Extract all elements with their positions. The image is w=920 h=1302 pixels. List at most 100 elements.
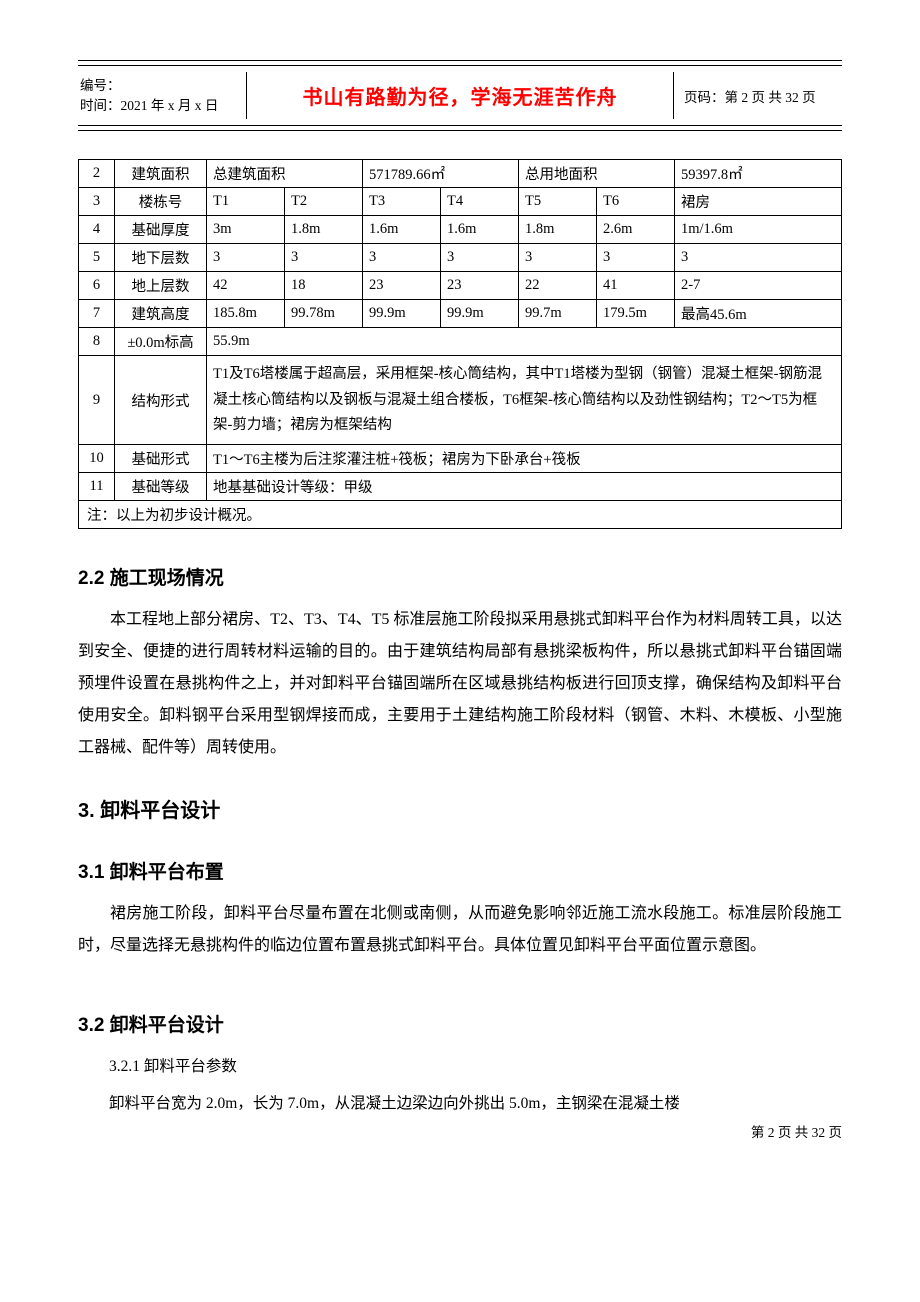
row-index: 4 <box>79 216 115 244</box>
header-motto: 书山有路勤为径，学海无涯苦作舟 <box>303 81 618 110</box>
row-value: T1及T6塔楼属于超高层，采用框架-核心筒结构，其中T1塔楼为型钢（钢管）混凝土… <box>207 356 842 445</box>
row-value: 地基基础设计等级：甲级 <box>207 473 842 501</box>
table-row: 6地上层数4218232322412-7 <box>79 272 842 300</box>
row-value: 1.6m <box>363 216 441 244</box>
row-value: 55.9m <box>207 328 842 356</box>
row-index: 10 <box>79 445 115 473</box>
heading-3-2: 3.2 卸料平台设计 <box>78 1010 842 1037</box>
row-value: 23 <box>363 272 441 300</box>
header-rule-outer-2 <box>78 130 842 131</box>
row-value: T2 <box>285 188 363 216</box>
table-row: 2建筑面积总建筑面积571789.66㎡总用地面积59397.8㎡ <box>79 160 842 188</box>
row-value: 99.9m <box>363 300 441 328</box>
table-row: 8±0.0m标高55.9m <box>79 328 842 356</box>
heading-3-1: 3.1 卸料平台布置 <box>78 857 842 884</box>
row-key: 结构形式 <box>115 356 207 445</box>
table-row: 3楼栋号T1T2T3T4T5T6裙房 <box>79 188 842 216</box>
row-value: 41 <box>597 272 675 300</box>
row-key: 建筑高度 <box>115 300 207 328</box>
row-value: 3m <box>207 216 285 244</box>
row-value: 185.8m <box>207 300 285 328</box>
heading-2-2: 2.2 施工现场情况 <box>78 563 842 590</box>
header-right-block: 页码：第 2 页 共 32 页 <box>674 72 842 119</box>
row-value: 2.6m <box>597 216 675 244</box>
row-value: 3 <box>441 244 519 272</box>
row-index: 9 <box>79 356 115 445</box>
doc-time-line: 时间：2021 年 x 月 x 日 <box>80 96 240 116</box>
table-note-row: 注：以上为初步设计概况。 <box>79 501 842 529</box>
doc-id-line: 编号： <box>80 76 240 96</box>
row-value: 99.78m <box>285 300 363 328</box>
paragraph-3-1: 裙房施工阶段，卸料平台尽量布置在北侧或南侧，从而避免影响邻近施工流水段施工。标准… <box>78 898 842 962</box>
table-row: 4基础厚度3m1.8m1.6m1.6m1.8m2.6m1m/1.6m <box>79 216 842 244</box>
row-key: 建筑面积 <box>115 160 207 188</box>
table-row: 5地下层数3333333 <box>79 244 842 272</box>
paragraph-3-2-1: 卸料平台宽为 2.0m，长为 7.0m，从混凝土边梁边向外挑出 5.0m，主钢梁… <box>78 1088 842 1119</box>
row-index: 3 <box>79 188 115 216</box>
doc-time-label: 时间： <box>80 98 121 113</box>
row-index: 8 <box>79 328 115 356</box>
row-value: 1m/1.6m <box>675 216 842 244</box>
row-value: 23 <box>441 272 519 300</box>
row-value: 总建筑面积 <box>207 160 363 188</box>
row-value: 22 <box>519 272 597 300</box>
row-index: 2 <box>79 160 115 188</box>
row-key: ±0.0m标高 <box>115 328 207 356</box>
row-index: 5 <box>79 244 115 272</box>
row-value: T4 <box>441 188 519 216</box>
row-key: 地下层数 <box>115 244 207 272</box>
row-value: 总用地面积 <box>519 160 675 188</box>
table-row: 7建筑高度185.8m99.78m99.9m99.9m99.7m179.5m最高… <box>79 300 842 328</box>
heading-3: 3. 卸料平台设计 <box>78 794 842 823</box>
document-page: 编号： 时间：2021 年 x 月 x 日 书山有路勤为径，学海无涯苦作舟 页码… <box>0 0 920 1181</box>
row-value: 99.9m <box>441 300 519 328</box>
table-row: 9结构形式T1及T6塔楼属于超高层，采用框架-核心筒结构，其中T1塔楼为型钢（钢… <box>79 356 842 445</box>
row-value: 1.8m <box>519 216 597 244</box>
doc-id-label: 编号： <box>80 78 121 93</box>
row-value: T1～T6主楼为后注浆灌注桩+筏板；裙房为下卧承台+筏板 <box>207 445 842 473</box>
table-row: 11基础等级地基基础设计等级：甲级 <box>79 473 842 501</box>
row-key: 地上层数 <box>115 272 207 300</box>
row-value: T3 <box>363 188 441 216</box>
row-value: 59397.8㎡ <box>675 160 842 188</box>
row-value: T6 <box>597 188 675 216</box>
table-note: 注：以上为初步设计概况。 <box>79 501 842 529</box>
row-value: 99.7m <box>519 300 597 328</box>
header-mid-wrap: 书山有路勤为径，学海无涯苦作舟 <box>246 72 674 119</box>
row-value: 571789.66㎡ <box>363 160 519 188</box>
row-value: T5 <box>519 188 597 216</box>
header-rule-outer <box>78 60 842 61</box>
row-value: 1.6m <box>441 216 519 244</box>
page-header: 编号： 时间：2021 年 x 月 x 日 书山有路勤为径，学海无涯苦作舟 页码… <box>78 72 842 119</box>
footer-page-number: 第 2 页 共 32 页 <box>78 1121 842 1141</box>
row-value: 1.8m <box>285 216 363 244</box>
row-key: 基础形式 <box>115 445 207 473</box>
row-index: 11 <box>79 473 115 501</box>
row-key: 楼栋号 <box>115 188 207 216</box>
row-value: T1 <box>207 188 285 216</box>
paragraph-2-2: 本工程地上部分裙房、T2、T3、T4、T5 标准层施工阶段拟采用悬挑式卸料平台作… <box>78 604 842 764</box>
row-value: 3 <box>519 244 597 272</box>
table-row: 10基础形式T1～T6主楼为后注浆灌注桩+筏板；裙房为下卧承台+筏板 <box>79 445 842 473</box>
header-page-label: 页码：第 2 页 共 32 页 <box>684 86 816 106</box>
row-value: 3 <box>597 244 675 272</box>
row-value: 3 <box>207 244 285 272</box>
row-value: 18 <box>285 272 363 300</box>
row-value: 裙房 <box>675 188 842 216</box>
header-rule-inner <box>78 65 842 66</box>
subheading-3-2-1: 3.2.1 卸料平台参数 <box>78 1051 842 1082</box>
row-value: 3 <box>675 244 842 272</box>
header-rule-inner-2 <box>78 125 842 126</box>
row-value: 42 <box>207 272 285 300</box>
row-value: 最高45.6m <box>675 300 842 328</box>
row-value: 3 <box>363 244 441 272</box>
row-value: 179.5m <box>597 300 675 328</box>
row-index: 7 <box>79 300 115 328</box>
row-key: 基础厚度 <box>115 216 207 244</box>
overview-table: 2建筑面积总建筑面积571789.66㎡总用地面积59397.8㎡3楼栋号T1T… <box>78 159 842 529</box>
row-value: 2-7 <box>675 272 842 300</box>
row-value: 3 <box>285 244 363 272</box>
row-index: 6 <box>79 272 115 300</box>
header-left-block: 编号： 时间：2021 年 x 月 x 日 <box>78 72 246 119</box>
row-key: 基础等级 <box>115 473 207 501</box>
